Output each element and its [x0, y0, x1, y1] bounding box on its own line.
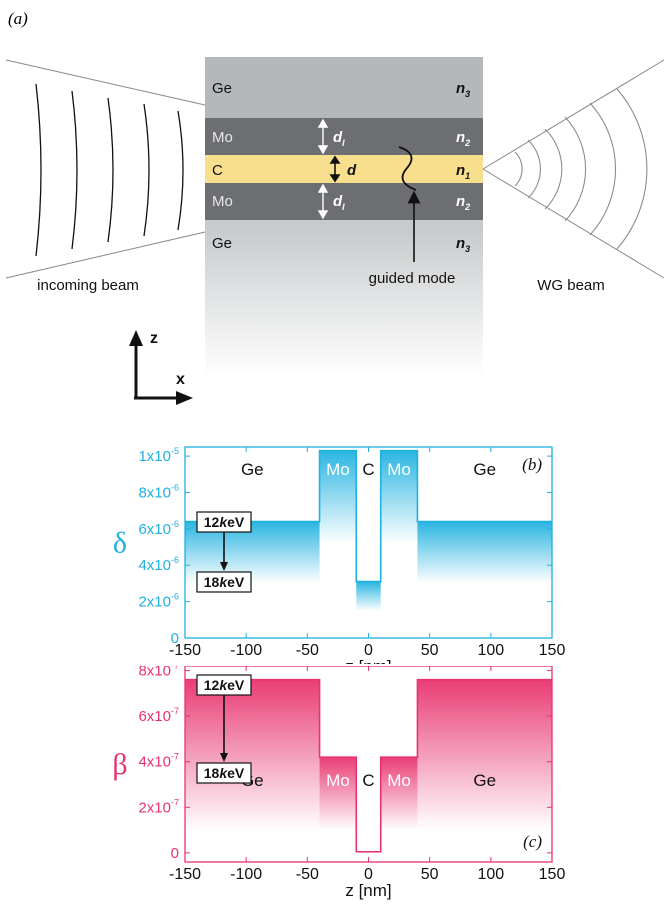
- incoming-beam-bottom-edge: [5, 231, 206, 279]
- c-core-layer: [205, 155, 483, 183]
- guided-mode-label: guided mode: [369, 270, 456, 287]
- material-label-ge: Ge: [473, 771, 496, 790]
- y-tick-label: 2x10-6: [138, 592, 179, 611]
- axis-z-label: z: [150, 330, 158, 347]
- band-ge-0: [185, 679, 320, 831]
- y-tick-label: 0: [171, 845, 179, 862]
- energy-18kev-label: 18keV: [204, 574, 245, 590]
- wg-wavefronts: [514, 88, 648, 250]
- x-tick-label: 100: [477, 866, 504, 883]
- x-tick-label: -50: [296, 642, 319, 659]
- y-tick-label: 8x10-7: [138, 666, 179, 680]
- thickness-dl-bottom: dl: [333, 193, 345, 212]
- material-label-mo: Mo: [387, 771, 411, 790]
- incoming-beam-label: incoming beam: [37, 277, 139, 294]
- band-ge-4: [417, 679, 552, 831]
- energy-12kev-label: 12keV: [204, 514, 245, 530]
- layer-c-label: C: [212, 162, 223, 179]
- thickness-d: d: [347, 162, 357, 179]
- x-tick-label: 50: [421, 642, 439, 659]
- index-n3-bottom: n3: [456, 235, 470, 254]
- material-label-ge: Ge: [473, 460, 496, 479]
- band-mo-1: [319, 757, 357, 831]
- y-axis-label: β: [112, 748, 127, 781]
- ge-top-layer: [205, 57, 483, 118]
- index-n2-bottom: n2: [456, 193, 470, 212]
- panel-a-label: (a): [8, 9, 28, 28]
- x-tick-label: -100: [230, 866, 262, 883]
- index-n3-top: n3: [456, 80, 470, 99]
- y-tick-label: 4x10-6: [138, 555, 179, 574]
- material-label-mo: Mo: [326, 771, 350, 790]
- incoming-beam-top-edge: [5, 59, 206, 106]
- material-label-ge: Ge: [241, 460, 264, 479]
- panel-label: (c): [523, 832, 542, 851]
- panel-label: (b): [522, 455, 542, 474]
- band-mo-3: [380, 450, 418, 544]
- band-mo-1: [319, 450, 357, 544]
- material-label-mo: Mo: [387, 460, 411, 479]
- y-tick-label: 4x10-7: [138, 752, 179, 771]
- x-tick-label: 150: [539, 642, 566, 659]
- mo-top-layer: [205, 118, 483, 155]
- y-tick-label: 8x10-6: [138, 482, 179, 501]
- x-axis-label: z [nm]: [345, 657, 391, 664]
- energy-12kev-label: 12keV: [204, 677, 245, 693]
- wg-beam-label: WG beam: [537, 277, 605, 294]
- y-tick-label: 0: [171, 630, 179, 647]
- material-label-c: C: [362, 771, 374, 790]
- x-tick-label: 0: [364, 866, 373, 883]
- layer-mo-top-label: Mo: [212, 129, 233, 146]
- x-axis-label: z [nm]: [345, 881, 391, 900]
- y-tick-label: 2x10-7: [138, 797, 179, 816]
- energy-18kev-label: 18keV: [204, 765, 245, 781]
- energy-18kev-box: [196, 571, 252, 593]
- guided-mode-profile: [398, 146, 417, 191]
- x-tick-label: 50: [421, 866, 439, 883]
- waveguide-schematic: (a) Ge Mo C Mo Ge n3 n2 n1 n2 n3 dl d dl…: [5, 9, 665, 405]
- band-ge-4: [417, 521, 552, 584]
- energy-arrow-head: [220, 753, 228, 762]
- index-n2-top: n2: [456, 129, 470, 148]
- band-mo-3: [380, 757, 418, 831]
- x-tick-label: 150: [539, 866, 566, 883]
- step-outline-12kev: [185, 678, 552, 853]
- energy-18kev-box: [196, 762, 252, 784]
- material-label-mo: Mo: [326, 460, 350, 479]
- x-tick-label: 100: [477, 642, 504, 659]
- step-outline-12kev: [185, 449, 552, 583]
- x-tick-label: -50: [296, 866, 319, 883]
- wg-beam-top-edge: [482, 59, 665, 170]
- layer-mo-bottom-label: Mo: [212, 193, 233, 210]
- index-n1: n1: [456, 162, 470, 181]
- y-axis-label: δ: [113, 527, 127, 560]
- wg-beam-bottom-edge: [482, 168, 665, 279]
- x-tick-label: -100: [230, 642, 262, 659]
- material-label-c: C: [362, 460, 374, 479]
- thickness-dl-top: dl: [333, 129, 345, 148]
- x-tick-label: -150: [169, 642, 201, 659]
- layer-ge-top-label: Ge: [212, 80, 232, 97]
- x-tick-label: -150: [169, 866, 201, 883]
- mo-bottom-layer: [205, 183, 483, 220]
- incoming-wavefronts: [35, 83, 184, 257]
- x-tick-label: 0: [364, 642, 373, 659]
- layer-ge-bottom-label: Ge: [212, 235, 232, 252]
- band-c-2: [356, 581, 381, 611]
- axis-x-label: x: [176, 371, 185, 388]
- y-tick-label: 1x10-5: [138, 446, 179, 465]
- energy-arrow-head: [220, 562, 228, 571]
- y-tick-label: 6x10-6: [138, 519, 179, 538]
- y-tick-label: 6x10-7: [138, 706, 179, 725]
